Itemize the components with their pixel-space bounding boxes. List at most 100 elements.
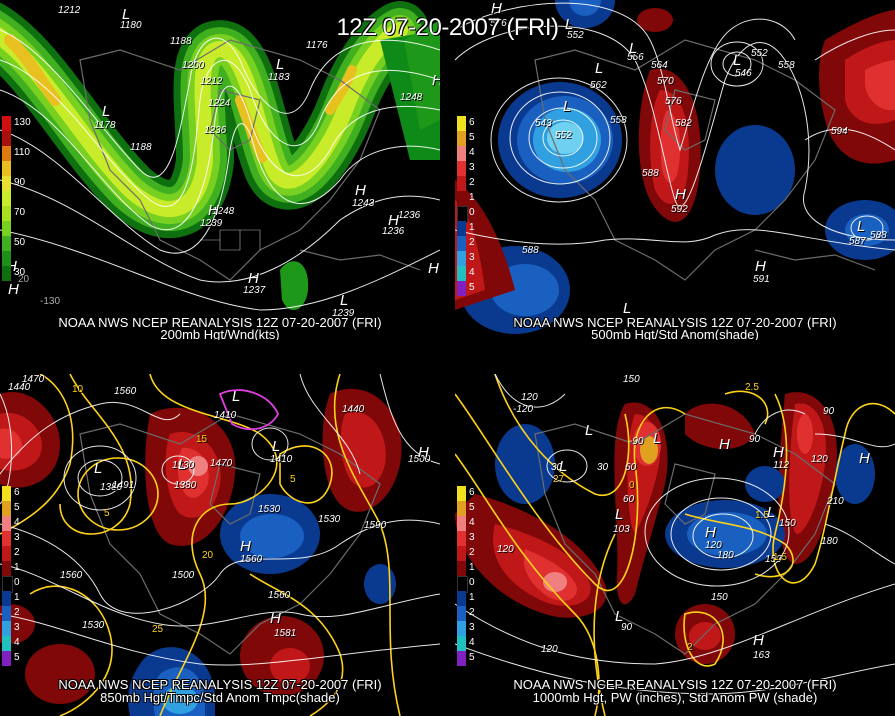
legend-label: 2 bbox=[469, 607, 475, 618]
legend-label: 6 bbox=[469, 487, 475, 498]
contour-label: 1581 bbox=[274, 628, 297, 639]
low-pressure-marker: L bbox=[623, 300, 632, 317]
legend-row: 3 bbox=[457, 161, 491, 176]
wind-speed-legend: 130 110 90 70 50 30 H bbox=[2, 116, 36, 298]
legend-swatch bbox=[2, 546, 11, 561]
contour-label: 1500 bbox=[172, 570, 195, 581]
legend-label: 130 bbox=[14, 117, 31, 128]
high-pressure-marker: H bbox=[240, 538, 251, 555]
legend-label: 4 bbox=[469, 517, 475, 528]
legend-swatch bbox=[457, 546, 466, 561]
contour-label: 576 bbox=[665, 96, 682, 107]
contour-label: 120 bbox=[811, 454, 828, 465]
contour-label: 1470 bbox=[210, 458, 233, 469]
legend-swatch bbox=[2, 161, 11, 176]
pw-anomaly-legend: 6 5 4 3 2 1 0 1 2 3 4 5 bbox=[457, 486, 491, 666]
legend-swatch bbox=[2, 486, 11, 501]
legend-swatch bbox=[457, 621, 466, 636]
contour-label: 1470 bbox=[22, 374, 45, 385]
contour-label: 1410 bbox=[214, 410, 237, 421]
legend-swatch bbox=[457, 486, 466, 501]
legend-label: 5 bbox=[469, 652, 475, 663]
legend-label: 2 bbox=[469, 177, 475, 188]
grid-tick-label: -130 bbox=[40, 296, 61, 307]
high-pressure-marker: H bbox=[491, 0, 502, 17]
contour-label: 10 bbox=[72, 384, 84, 395]
high-pressure-marker: H bbox=[6, 258, 17, 275]
high-pressure-marker: H bbox=[719, 436, 730, 453]
contour-label: 1491 bbox=[112, 480, 135, 491]
high-pressure-marker: H bbox=[355, 182, 366, 199]
panel-subtitle-200mb: 200mb Hgt/Wnd(kts) bbox=[160, 327, 280, 341]
contour-label: 30 bbox=[597, 462, 609, 473]
legend-swatch bbox=[2, 176, 11, 191]
contour-label: 1380 bbox=[174, 480, 197, 491]
legend-row: 1 bbox=[457, 221, 491, 236]
legend-swatch bbox=[2, 636, 11, 651]
legend-row: 5 bbox=[457, 281, 491, 296]
contour-label: 150 bbox=[779, 518, 796, 529]
legend-row: 5 bbox=[2, 501, 36, 516]
contour-label: 1530 bbox=[82, 620, 105, 631]
legend-label: 4 bbox=[469, 267, 475, 278]
low-pressure-marker: L bbox=[565, 16, 574, 33]
contour-label: 5 bbox=[104, 508, 110, 519]
contour-label: 103 bbox=[613, 524, 630, 535]
low-pressure-marker: L bbox=[340, 292, 349, 309]
high-pressure-marker: H bbox=[270, 610, 281, 627]
contour-label: 150 bbox=[765, 554, 782, 565]
legend-row: 2 bbox=[2, 606, 36, 621]
legend-label: 110 bbox=[14, 147, 30, 158]
panel-source-1000mb: NOAA NWS NCEP REANALYSIS 12Z 07-20-2007 … bbox=[513, 677, 837, 692]
contour-label: 592 bbox=[671, 204, 688, 215]
low-pressure-marker: L bbox=[615, 608, 624, 625]
high-pressure-marker: H bbox=[753, 632, 764, 649]
legend-swatch bbox=[2, 146, 11, 161]
panel-subtitle-850mb: 850mb Hgt/Tmpc/Std Anom Tmpc(shade) bbox=[100, 690, 340, 705]
low-pressure-marker: L bbox=[857, 218, 866, 235]
map-500mb bbox=[455, 0, 895, 334]
legend-row: 5 bbox=[457, 651, 491, 666]
low-pressure-marker: L bbox=[272, 438, 281, 455]
contour-label: 90 bbox=[621, 622, 633, 633]
contour-label: 556 bbox=[627, 52, 644, 63]
legend-row: 5 bbox=[2, 651, 36, 666]
legend-row bbox=[2, 131, 36, 146]
legend-label: 2 bbox=[14, 547, 20, 558]
high-pressure-marker: H bbox=[388, 212, 399, 229]
contour-label: 1188 bbox=[170, 36, 192, 47]
legend-row: 0 bbox=[2, 576, 36, 593]
contour-label: 1243 bbox=[352, 198, 375, 209]
legend-row: 5 bbox=[457, 131, 491, 146]
contour-label: 1560 bbox=[268, 590, 291, 601]
legend-row: 70 bbox=[2, 206, 36, 221]
contour-label: 546 bbox=[735, 68, 752, 79]
legend-row: 3 bbox=[457, 531, 491, 546]
contour-label: 1500 bbox=[408, 454, 431, 465]
legend-label: 5 bbox=[14, 652, 20, 663]
low-pressure-marker: L bbox=[615, 506, 624, 523]
contour-label: 1560 bbox=[240, 554, 263, 565]
legend-row: 50 bbox=[2, 236, 36, 251]
legend-swatch bbox=[457, 561, 466, 576]
legend-swatch bbox=[457, 176, 466, 191]
legend-swatch bbox=[2, 131, 11, 146]
legend-row bbox=[2, 251, 36, 266]
legend-swatch bbox=[457, 221, 466, 236]
coastlines bbox=[534, 413, 836, 655]
low-pressure-marker: L bbox=[232, 388, 241, 405]
contour-label: 1237 bbox=[243, 285, 266, 296]
legend-swatch bbox=[2, 221, 11, 236]
legend-label: 4 bbox=[469, 637, 475, 648]
legend-label: 3 bbox=[469, 532, 475, 543]
legend-label: 90 bbox=[14, 177, 26, 188]
legend-label: 50 bbox=[14, 237, 26, 248]
contour-label: 1236 bbox=[398, 210, 421, 221]
legend-label: 4 bbox=[469, 147, 475, 158]
contour-label: 120 bbox=[497, 544, 514, 555]
contour-label: 588 bbox=[642, 168, 659, 179]
legend-swatch bbox=[2, 591, 11, 606]
legend-label: 1 bbox=[469, 562, 475, 573]
map-1000mb bbox=[455, 374, 895, 716]
